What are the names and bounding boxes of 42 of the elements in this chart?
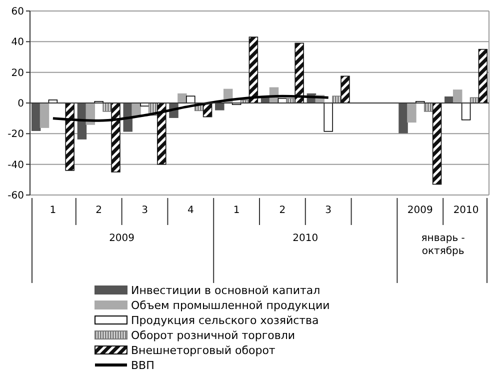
x-tick-label: 1 <box>233 205 240 216</box>
legend-label: Объем промышленной продукции <box>131 298 330 312</box>
x-tick-label: 2010 <box>453 205 479 216</box>
y-tick-label: -60 <box>8 190 24 202</box>
bar <box>248 36 258 104</box>
line-series <box>52 94 330 122</box>
x-tick-label: 2009 <box>407 205 433 216</box>
x-tick-label: 3 <box>142 205 148 216</box>
x-tick-label: 1 <box>50 205 56 216</box>
bar <box>31 102 41 131</box>
text: январь - октябрь <box>421 233 466 257</box>
legend-label: Инвестиции в основной капитал <box>131 284 320 297</box>
bar <box>215 102 224 110</box>
bar <box>432 102 442 185</box>
bar <box>407 102 416 123</box>
y-tick-label: -40 <box>8 160 24 171</box>
bar <box>40 102 50 128</box>
bar <box>398 102 408 134</box>
legend-label: Продукция сельского хозяйства <box>131 314 319 327</box>
legend-label: Оборот розничной торговли <box>131 328 296 342</box>
bar <box>157 102 166 165</box>
text: 2010 <box>292 233 318 244</box>
legend-label: ВВП <box>131 358 154 372</box>
y-tick-label: 0 <box>18 98 24 110</box>
x-tick-label: 2 <box>96 205 102 216</box>
bar <box>111 102 120 172</box>
legend-label: Внешнеторговый оборот <box>131 344 276 357</box>
bar <box>478 48 488 104</box>
text: 2009 <box>109 233 135 244</box>
bar <box>340 76 350 104</box>
y-tick-label: 40 <box>11 37 24 48</box>
y-tick-label: 20 <box>11 68 24 79</box>
x-tick-label: 4 <box>187 205 194 216</box>
x-tick-label: 2 <box>279 205 286 216</box>
bar <box>324 102 333 132</box>
bar <box>65 102 74 171</box>
bar <box>461 102 471 120</box>
bar <box>452 90 462 104</box>
y-tick-label: -20 <box>8 129 24 140</box>
bar <box>294 42 304 104</box>
y-tick-label: 60 <box>11 6 24 18</box>
x-tick-label: 3 <box>325 205 332 216</box>
